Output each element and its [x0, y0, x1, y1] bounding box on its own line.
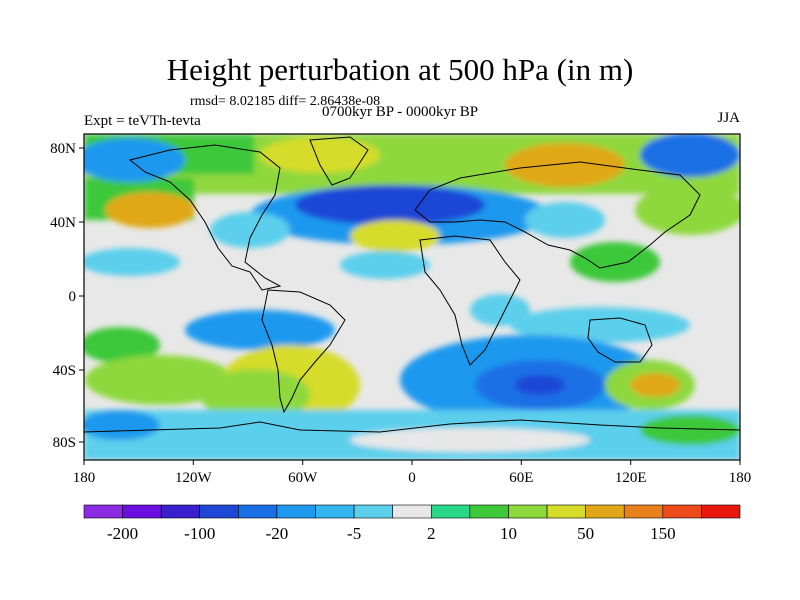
lon-tick-label: 180	[729, 470, 752, 486]
experiment-label: Expt = teVTh-tevta	[84, 113, 201, 129]
colorbar-swatch	[585, 504, 625, 519]
axis-ticks: 180 120W 60W 0 60E 120E 180 80N 40N 0 40S 80S	[50, 141, 751, 486]
colorbar-label: -5	[347, 524, 361, 543]
lat-tick-label: 0	[69, 289, 77, 305]
colorbar: -200 -100 -20 -5 2 10 50 150	[83, 504, 741, 543]
lon-tick-label: 120E	[615, 470, 647, 486]
colorbar-swatch	[392, 504, 432, 519]
colorbar-swatch	[122, 504, 162, 519]
colorbar-swatch	[701, 504, 741, 519]
colorbar-swatch	[430, 504, 471, 519]
map-title: Height perturbation at 500 hPa (in m)	[166, 52, 634, 87]
colorbar-label: 2	[427, 524, 436, 543]
colorbar-label: 50	[577, 524, 594, 543]
lon-tick-label: 0	[408, 470, 416, 486]
colorbar-swatch	[199, 504, 239, 519]
stats-text: rmsd= 8.02185 diff= 2.86438e-08	[190, 94, 381, 109]
period-label: 0700kyr BP - 0000kyr BP	[322, 104, 479, 120]
lat-tick-label: 40S	[53, 363, 76, 379]
lat-tick-label: 40N	[50, 215, 76, 231]
colorbar-label: 150	[650, 524, 676, 543]
colorbar-swatch	[160, 504, 201, 519]
colorbar-swatch	[508, 504, 548, 519]
colorbar-swatch	[662, 504, 702, 519]
lon-tick-label: 60E	[509, 470, 533, 486]
colorbar-swatch	[238, 504, 278, 519]
colorbar-label: -100	[184, 524, 215, 543]
season-label: JJA	[717, 110, 740, 126]
contour-field	[84, 134, 740, 460]
lon-tick-label: 180	[73, 470, 96, 486]
colorbar-swatch	[353, 504, 394, 519]
colorbar-swatch	[276, 504, 316, 519]
colorbar-label: 10	[500, 524, 517, 543]
lon-tick-label: 60W	[288, 470, 318, 486]
coastlines	[84, 136, 740, 433]
lat-tick-label: 80N	[50, 141, 76, 157]
lat-tick-label: 80S	[53, 435, 76, 451]
colorbar-swatch	[469, 504, 509, 519]
colorbar-swatch	[83, 504, 123, 519]
colorbar-label: -20	[266, 524, 289, 543]
colorbar-swatch	[623, 504, 664, 519]
colorbar-swatch	[546, 504, 586, 519]
colorbar-label: -200	[107, 524, 138, 543]
colorbar-swatch	[315, 504, 355, 519]
lon-tick-label: 120W	[175, 470, 213, 486]
